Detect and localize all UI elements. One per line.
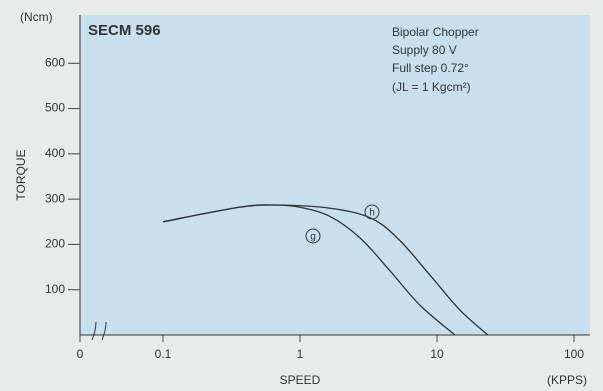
annotation: Full step 0.72° xyxy=(392,61,469,75)
curve-label-ring xyxy=(364,204,380,220)
annotation: (JL = 1 Kgcm²) xyxy=(392,80,471,94)
y-tick-label: 100 xyxy=(45,282,65,296)
y-unit: (Ncm) xyxy=(20,10,53,24)
curve-label: g xyxy=(310,232,316,243)
curve-label-ring xyxy=(305,228,321,244)
annotation: Bipolar Chopper xyxy=(392,25,479,39)
x-tick-label: 100 xyxy=(564,347,584,361)
y-tick-label: 400 xyxy=(45,146,65,160)
axis-break xyxy=(91,321,107,341)
y-tick-label: 500 xyxy=(45,101,65,115)
x-tick-label: 0 xyxy=(77,347,84,361)
x-tick-label: 10 xyxy=(430,347,444,361)
curve xyxy=(162,204,456,336)
curve-label: h xyxy=(369,208,375,219)
y-axis-label: TORQUE xyxy=(14,149,28,200)
annotation: Supply 80 V xyxy=(392,43,457,57)
y-tick-label: 200 xyxy=(45,237,65,251)
x-tick-label: 0.1 xyxy=(155,347,172,361)
y-tick-label: 600 xyxy=(45,55,65,69)
y-tick-label: 300 xyxy=(45,191,65,205)
plot-area xyxy=(80,15,590,335)
x-axis-label: SPEED xyxy=(280,373,321,387)
chart-title: SECM 596 xyxy=(88,22,161,39)
x-unit: (KPPS) xyxy=(547,373,587,387)
x-tick-label: 1 xyxy=(297,347,304,361)
